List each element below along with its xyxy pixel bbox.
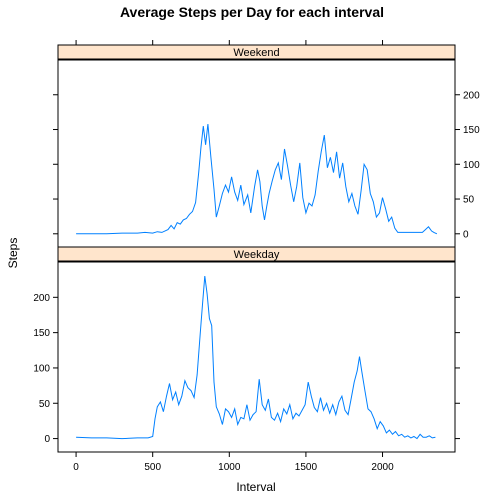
strip-background bbox=[57, 246, 456, 262]
x-axis-label: Interval bbox=[236, 480, 275, 494]
x-tick-label: 1500 bbox=[295, 462, 318, 473]
y-tick-label: 0 bbox=[44, 434, 50, 445]
y-tick-label: 100 bbox=[463, 160, 480, 171]
chart-title: Average Steps per Day for each interval bbox=[120, 4, 384, 20]
panel-weekend: Weekend 0 50 100 150 200 bbox=[53, 44, 480, 248]
y-axis-label: Steps bbox=[6, 238, 20, 269]
x-tick-label: 2000 bbox=[371, 462, 394, 473]
panel-frame bbox=[57, 59, 456, 248]
y-tick-label: 150 bbox=[463, 125, 480, 136]
panel-frame bbox=[57, 261, 456, 453]
strip-label: Weekday bbox=[234, 249, 280, 261]
series-line-weekday bbox=[76, 276, 436, 440]
y-tick-label: 200 bbox=[33, 293, 50, 304]
y-tick-label: 0 bbox=[463, 229, 469, 240]
strip-label: Weekend bbox=[233, 47, 279, 59]
y-tick-label: 50 bbox=[463, 195, 475, 206]
x-tick-label: 1000 bbox=[218, 462, 241, 473]
panel-weekday: Weekday 0 50 100 150 200 bbox=[33, 246, 460, 453]
x-tick-label: 0 bbox=[73, 462, 79, 473]
y-tick-label: 50 bbox=[39, 399, 51, 410]
y-tick-label: 200 bbox=[463, 90, 480, 101]
series-line-weekend bbox=[76, 123, 438, 235]
strip-background bbox=[57, 44, 456, 60]
y-tick-label: 150 bbox=[33, 328, 50, 339]
y-tick-label: 100 bbox=[33, 363, 50, 374]
x-tick-label: 500 bbox=[144, 462, 161, 473]
